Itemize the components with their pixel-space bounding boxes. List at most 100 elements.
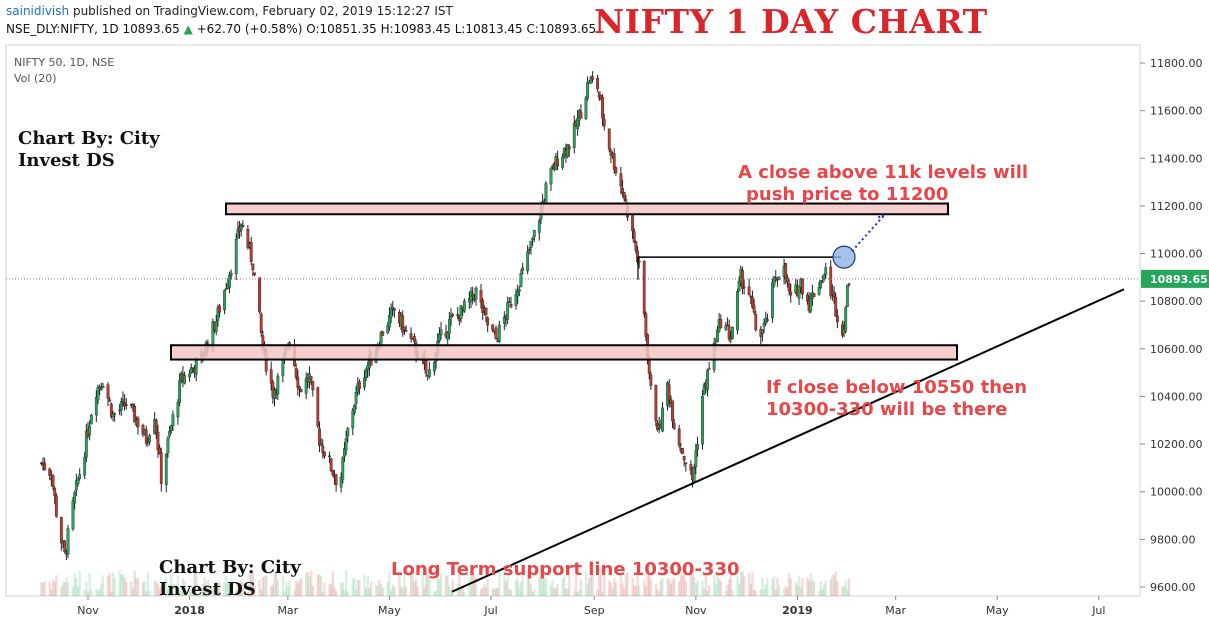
candle-body xyxy=(654,385,658,422)
volume-bar xyxy=(399,586,403,596)
candle-body xyxy=(96,386,100,401)
symbol-info: NSE_DLY:NIFTY, 1D 10893.65 xyxy=(6,22,180,36)
volume-bar xyxy=(391,584,394,596)
candle-body xyxy=(531,237,535,240)
candle-body xyxy=(649,374,653,386)
candle-body xyxy=(624,199,628,202)
volume-bar xyxy=(509,589,513,596)
volume-bar xyxy=(369,581,373,596)
volume-bar xyxy=(636,570,639,596)
volume-bar xyxy=(386,581,389,596)
volume-bar xyxy=(579,579,583,596)
volume-bar xyxy=(334,590,338,596)
candle-body xyxy=(771,282,774,318)
candle-body xyxy=(351,410,355,429)
volume-bar xyxy=(230,591,233,596)
candle-body xyxy=(716,329,719,342)
volume-bar xyxy=(704,574,708,596)
volume-bar xyxy=(586,584,589,596)
candle-body xyxy=(812,293,816,297)
volume-bar xyxy=(576,591,579,596)
volume-bar xyxy=(288,581,291,596)
volume-bar xyxy=(518,587,521,596)
y-tick-label: 10000.00 xyxy=(1150,486,1203,499)
volume-bar xyxy=(736,576,739,596)
candle-body xyxy=(586,82,589,99)
volume-bar xyxy=(644,585,648,596)
volume-bar xyxy=(682,570,686,596)
volume-bar xyxy=(274,570,278,596)
volume-bar xyxy=(841,586,844,596)
volume-bar xyxy=(473,572,476,596)
volume-bar xyxy=(608,580,611,596)
candle-body xyxy=(427,369,431,377)
candle-body xyxy=(786,277,789,282)
volume-bar xyxy=(43,581,46,596)
candle-body xyxy=(53,487,57,497)
volume-bar xyxy=(486,578,489,596)
annotation-below-line1: If close below 10550 then xyxy=(766,377,1028,398)
candle-body xyxy=(321,445,325,454)
volume-bar xyxy=(656,589,659,596)
candle-body xyxy=(822,274,826,280)
volume-bar xyxy=(121,573,125,596)
volume-bar xyxy=(216,581,220,596)
volume-bar xyxy=(564,588,568,596)
volume-bar xyxy=(426,575,429,596)
candle-body xyxy=(462,300,466,312)
volume-bar xyxy=(844,580,847,596)
candle-body xyxy=(83,456,87,476)
volume-bar xyxy=(696,579,699,596)
candle-body xyxy=(727,325,731,340)
volume-bar xyxy=(298,580,301,596)
volume-bar xyxy=(553,588,556,596)
candle-body xyxy=(707,368,711,370)
volume-bar xyxy=(619,574,623,596)
volume-bar xyxy=(633,585,636,596)
candle-body xyxy=(136,418,140,428)
volume-bar xyxy=(296,583,300,596)
volume-bar xyxy=(170,573,173,596)
volume-bar xyxy=(508,589,511,596)
candle-body xyxy=(246,229,250,248)
last-price-label: 10893.65 xyxy=(1150,273,1208,286)
volume-bar xyxy=(661,578,664,596)
volume-bar xyxy=(822,584,826,596)
volume-bar xyxy=(248,571,251,596)
candle-body xyxy=(109,403,113,417)
volume-bar xyxy=(691,570,694,596)
volume-bar xyxy=(832,575,836,596)
candle-body xyxy=(696,444,699,450)
up-triangle-icon: ▲ xyxy=(183,22,193,36)
volume-bar xyxy=(692,576,696,596)
author-link[interactable]: sainidivish xyxy=(6,4,70,18)
candle-body xyxy=(506,302,510,320)
candle-body xyxy=(817,287,821,295)
volume-bar xyxy=(331,571,334,596)
candle-body xyxy=(742,286,746,289)
volume-bar xyxy=(529,584,533,596)
volume-bar xyxy=(309,570,313,596)
candle-body xyxy=(777,277,781,280)
candle-body xyxy=(820,281,824,283)
candle-body xyxy=(59,517,63,544)
volume-bar xyxy=(623,588,626,596)
candle-body xyxy=(692,467,696,482)
volume-bar xyxy=(379,583,383,596)
volume-bar xyxy=(141,582,145,596)
volume-bar xyxy=(563,576,566,596)
candle-body xyxy=(409,333,413,339)
y-tick-label: 9600.00 xyxy=(1150,581,1196,594)
volume-bar xyxy=(479,589,483,596)
candle-body xyxy=(223,290,226,311)
volume-bar xyxy=(806,577,809,596)
volume-bar xyxy=(539,571,543,596)
volume-bar xyxy=(40,582,43,596)
candle-body xyxy=(832,291,836,297)
volume-bar xyxy=(506,576,509,596)
volume-bar xyxy=(543,576,546,596)
volume-bar xyxy=(666,577,669,596)
candle-body xyxy=(78,474,82,479)
volume-bar xyxy=(78,570,81,596)
